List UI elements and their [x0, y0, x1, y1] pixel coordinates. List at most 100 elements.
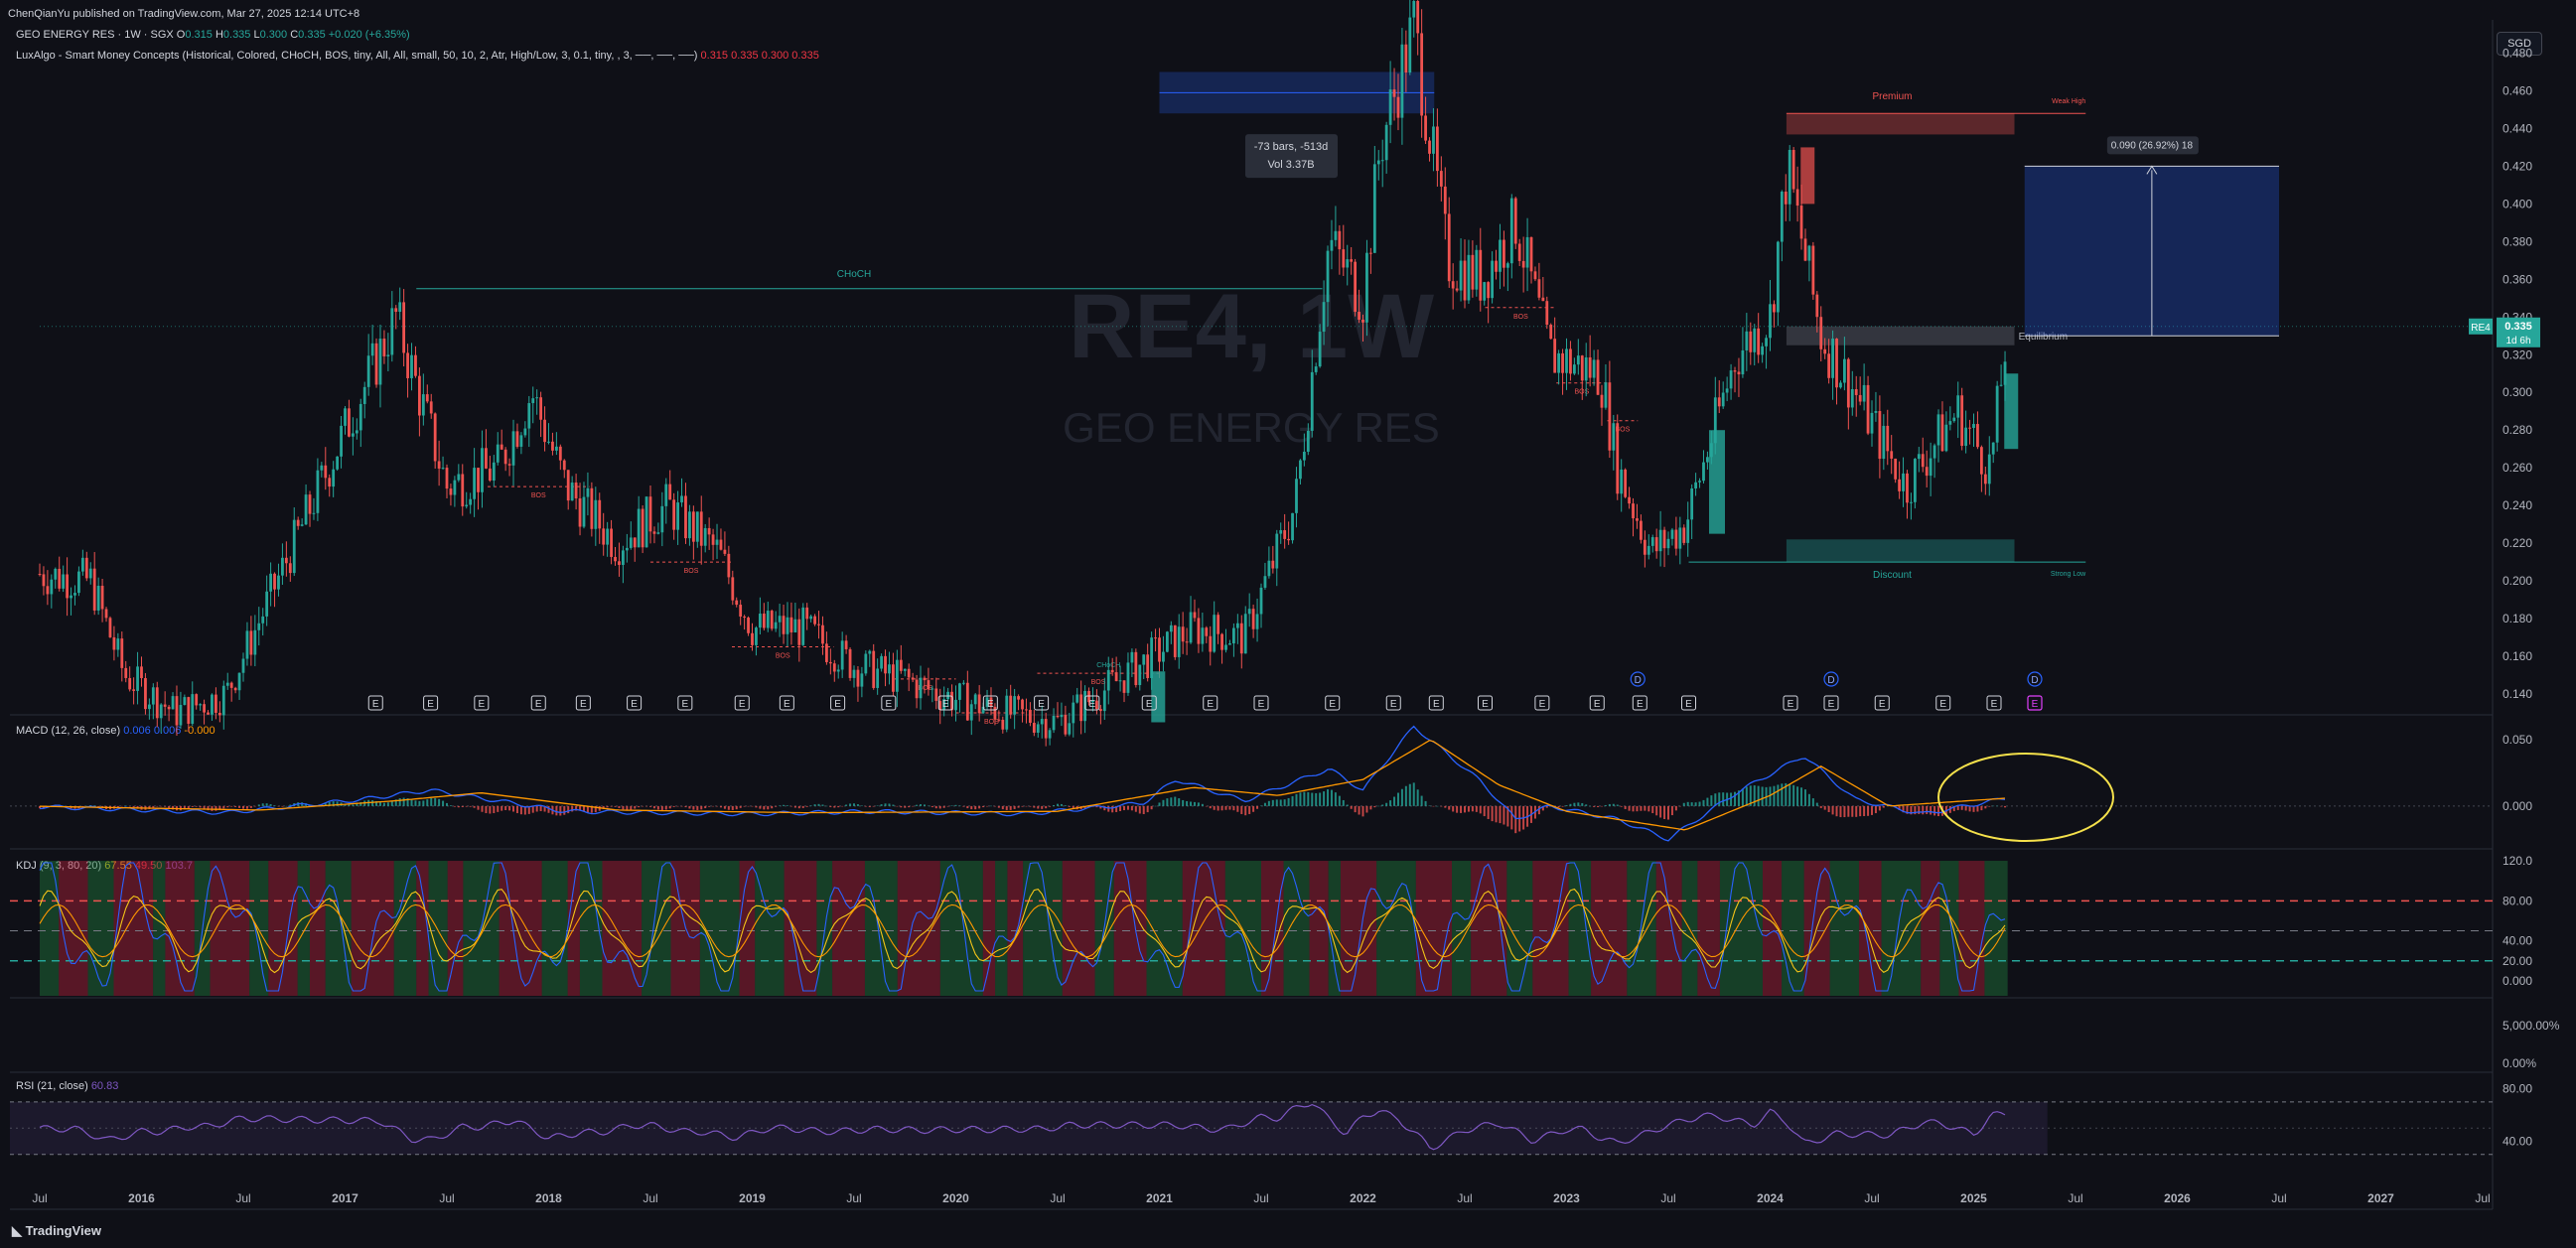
- time-tick-label: Jul: [2475, 1191, 2490, 1205]
- macd-hist-bar: [841, 805, 844, 807]
- candle-body: [421, 394, 425, 416]
- candle-body: [770, 611, 774, 629]
- symbol-legend[interactable]: GEO ENERGY RES · 1W · SGX O0.315 H0.335 …: [16, 29, 410, 41]
- candle-body: [410, 354, 413, 378]
- candle-body: [1803, 238, 1807, 261]
- macd-hist-bar: [829, 805, 832, 807]
- earnings-marker: [627, 695, 643, 711]
- macd-hist-bar: [775, 805, 778, 807]
- macd-hist-bar: [864, 805, 867, 807]
- open-label: O: [176, 29, 186, 41]
- candle-body: [1361, 319, 1364, 323]
- candle-body: [1596, 359, 1600, 395]
- candle-body: [1741, 349, 1745, 375]
- upcoming-earnings-label: E: [2032, 699, 2039, 710]
- candle-body: [1224, 644, 1227, 650]
- macd-hist-bar: [920, 804, 923, 806]
- candle-body: [38, 573, 42, 575]
- candle-body: [1134, 651, 1138, 686]
- macd-hist-bar: [751, 805, 754, 807]
- candle-body: [1036, 724, 1040, 733]
- candle-body: [1310, 371, 1314, 431]
- time-tick-label: 2017: [332, 1191, 358, 1205]
- macd-hist-bar: [398, 798, 401, 806]
- kdj-background-band: [1568, 861, 1592, 996]
- kdj-background-band: [1958, 861, 1985, 996]
- choch-label: CHoCH: [837, 269, 871, 280]
- candle-body: [195, 694, 199, 706]
- macd-hist-bar: [120, 805, 123, 807]
- macd-legend[interactable]: MACD (12, 26, close) 0.006 0.006 -0.000: [16, 725, 215, 737]
- macd-hist-bar: [1216, 805, 1219, 811]
- macd-hist-bar: [527, 805, 530, 814]
- macd-hist-bar: [1464, 805, 1466, 813]
- candle-body: [1713, 397, 1717, 444]
- macd-hist-bar: [199, 805, 202, 808]
- currency-button[interactable]: SGD: [2497, 32, 2542, 56]
- candle-body: [477, 468, 480, 492]
- price-range-label-box: [2106, 136, 2199, 155]
- candle-body: [1475, 249, 1479, 290]
- candle-body: [1001, 719, 1005, 730]
- kdj-background-band: [1697, 861, 1720, 996]
- candle-body: [1056, 715, 1060, 718]
- earnings-marker: [982, 695, 998, 711]
- candle-body: [1126, 662, 1130, 693]
- macd-hist-bar: [547, 805, 550, 813]
- candle-body: [832, 663, 836, 672]
- candle-body: [1643, 539, 1646, 555]
- kdj-background-band: [1655, 861, 1682, 996]
- macd-hist-bar: [1099, 805, 1102, 809]
- candle-body: [618, 561, 621, 565]
- candle-body: [1925, 467, 1929, 477]
- macd-hist-bar: [1898, 805, 1901, 810]
- candle-body: [500, 444, 503, 450]
- candle-body: [1439, 171, 1443, 187]
- candle-body: [163, 704, 167, 707]
- macd-hist-bar: [1902, 805, 1905, 813]
- macd-hist-bar: [708, 805, 711, 807]
- indicator-value-3: 0.300: [761, 50, 789, 62]
- candle-body: [1823, 348, 1827, 354]
- macd-hist-bar: [1260, 805, 1262, 807]
- candle-body: [743, 617, 747, 619]
- macd-hist-bar: [1749, 785, 1752, 806]
- macd-signal-value: 0.006: [153, 725, 182, 737]
- candle-body: [496, 444, 500, 463]
- earnings-marker-label: E: [682, 699, 689, 710]
- kdj-background-band: [153, 861, 166, 996]
- macd-hist-bar: [1323, 791, 1326, 806]
- macd-hist-bar: [1718, 792, 1721, 806]
- macd-hist-bar: [1593, 805, 1596, 807]
- macd-hist-bar: [1393, 796, 1396, 806]
- candle-body: [1263, 576, 1267, 588]
- macd-hist-bar: [504, 805, 507, 811]
- macd-hist-bar: [1495, 805, 1498, 823]
- earnings-marker-label: E: [1258, 699, 1265, 710]
- candle-body: [923, 677, 927, 681]
- earnings-marker: [1253, 695, 1269, 711]
- macd-hist-bar: [1667, 805, 1669, 820]
- price-tick-label: 0.200: [2503, 574, 2532, 588]
- kdj-background-band: [1471, 861, 1507, 996]
- candle-body: [1463, 260, 1467, 301]
- earnings-marker: [575, 695, 591, 711]
- macd-hist-bar: [477, 805, 480, 810]
- macd-hist-bar: [912, 805, 915, 807]
- candle-body: [1072, 702, 1075, 724]
- candle-body: [747, 618, 750, 633]
- candle-body: [543, 419, 546, 443]
- indicator-legend[interactable]: LuxAlgo - Smart Money Concepts (Historic…: [16, 50, 819, 62]
- time-tick-label: 2026: [2164, 1191, 2191, 1205]
- macd-hist-bar: [1263, 802, 1266, 806]
- candle-body: [1646, 545, 1650, 555]
- candle-body: [1235, 623, 1239, 628]
- earnings-marker: [1034, 695, 1050, 711]
- macd-hist-bar: [845, 804, 848, 806]
- candle-body: [1267, 560, 1271, 577]
- macd-hist-value: -0.000: [184, 725, 215, 737]
- rsi-legend[interactable]: RSI (21, close) 60.83: [16, 1080, 118, 1092]
- candle-body: [1846, 358, 1850, 408]
- candle-body: [755, 627, 758, 645]
